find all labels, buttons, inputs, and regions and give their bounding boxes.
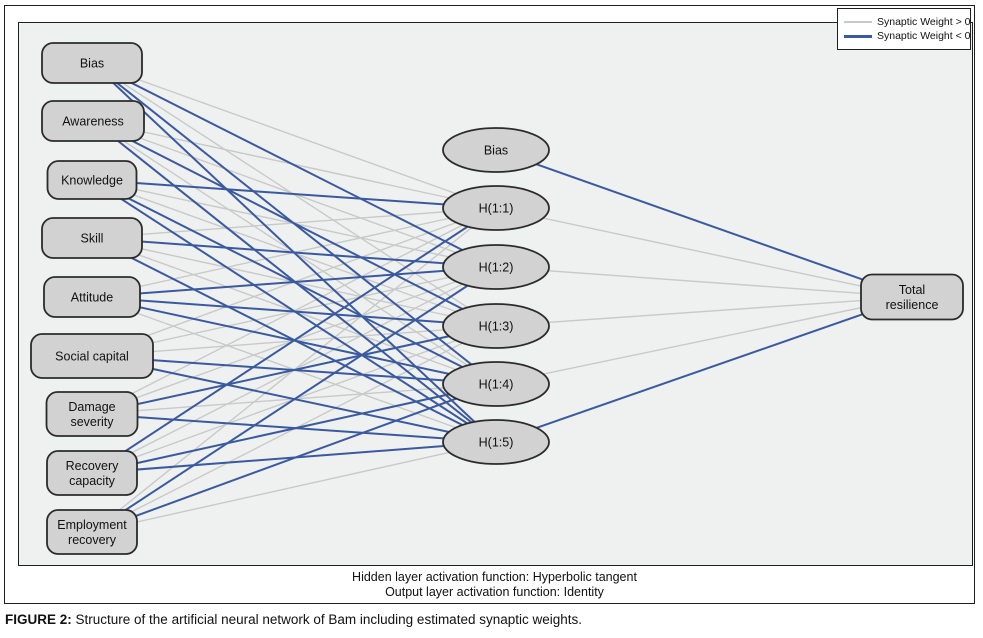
legend: Synaptic Weight > 0 Synaptic Weight < 0 <box>837 8 971 50</box>
in-damage-severity-label: severity <box>70 415 114 429</box>
node-h-bias: Bias <box>19 23 550 173</box>
node-in-knowledge: Knowledge <box>19 23 138 200</box>
legend-label-positive: Synaptic Weight > 0 <box>877 16 971 28</box>
edge-h2-out-total-resilience <box>495 266 913 298</box>
node-in-social-capital: Social capital <box>19 23 154 379</box>
edge-h-bias-out-total-resilience <box>495 149 913 298</box>
h-bias-label: Bias <box>484 143 508 157</box>
node-h4: H(1:4) <box>19 23 550 407</box>
in-knowledge-label: Knowledge <box>61 173 123 187</box>
out-total-resilience-label: resilience <box>886 298 939 312</box>
out-total-resilience-label: Total <box>899 283 925 297</box>
edge-in-employment-recovery-h5 <box>91 441 497 533</box>
activation-note: Hidden layer activation function: Hyperb… <box>9 570 980 600</box>
edge-in-employment-recovery-h2 <box>91 266 497 533</box>
node-h5: H(1:5) <box>19 23 550 465</box>
edge-h1-out-total-resilience <box>495 207 913 298</box>
edge-h5-out-total-resilience <box>495 296 913 443</box>
edge-in-bias-h2 <box>91 62 497 268</box>
diagram-canvas: Bias Awareness Knowledge Skill Attitude Socia… <box>18 22 973 566</box>
edge-in-bias-h1 <box>91 62 497 209</box>
edge-in-employment-recovery-h4 <box>91 383 497 533</box>
node-in-awareness: Awareness <box>19 23 145 142</box>
nodes: Bias Awareness Knowledge Skill Attitude Socia… <box>19 23 964 555</box>
figure-caption-text: Structure of the artificial neural netwo… <box>71 612 583 627</box>
in-recovery-capacity-label: capacity <box>69 474 116 488</box>
edge-in-attitude-h3 <box>91 296 497 327</box>
in-damage-severity-label: Damage <box>68 400 115 414</box>
in-employment-recovery-label: recovery <box>68 533 117 547</box>
edge-in-recovery-capacity-h4 <box>91 383 497 474</box>
in-social-capital-label: Social capital <box>55 349 129 363</box>
edge-h3-out-total-resilience <box>495 296 913 327</box>
h4-label: H(1:4) <box>479 377 514 391</box>
edge-in-awareness-h3 <box>92 120 497 327</box>
figure-caption: FIGURE 2: Structure of the artificial ne… <box>5 612 975 627</box>
node-h1: H(1:1) <box>19 23 550 231</box>
h3-label: H(1:3) <box>479 319 514 333</box>
node-in-attitude: Attitude <box>19 23 141 318</box>
in-awareness-label: Awareness <box>62 114 124 128</box>
h2-label: H(1:2) <box>479 260 514 274</box>
hidden-activation-line: Hidden layer activation function: Hyperb… <box>352 570 637 584</box>
negative-edges <box>91 62 913 533</box>
in-attitude-label: Attitude <box>71 290 113 304</box>
edge-h4-out-total-resilience <box>495 296 913 385</box>
figure-caption-label: FIGURE 2: <box>5 612 72 627</box>
in-skill-label: Skill <box>81 231 104 245</box>
legend-item-positive: Synaptic Weight > 0 <box>844 16 971 28</box>
edge-in-attitude-h2 <box>91 266 497 298</box>
edge-in-skill-h2 <box>91 237 497 268</box>
in-employment-recovery-label: Employment <box>57 518 127 532</box>
legend-item-negative: Synaptic Weight < 0 <box>844 30 971 42</box>
negative-weight-line-swatch <box>844 34 872 38</box>
edge-in-recovery-capacity-h1 <box>91 207 497 474</box>
figure-frame: Bias Awareness Knowledge Skill Attitude Socia… <box>4 5 975 604</box>
node-h2: H(1:2) <box>19 23 550 290</box>
in-recovery-capacity-label: Recovery <box>66 459 120 473</box>
h1-label: H(1:1) <box>479 201 514 215</box>
out-total-resilience-label-bg <box>19 23 22 24</box>
network-svg: Bias Awareness Knowledge Skill Attitude Socia… <box>19 23 964 555</box>
edge-in-damage-severity-h3 <box>91 325 497 415</box>
node-in-skill: Skill <box>19 23 143 259</box>
legend-label-negative: Synaptic Weight < 0 <box>877 30 971 42</box>
edge-in-knowledge-h1 <box>91 179 497 209</box>
node-h3: H(1:3) <box>19 23 550 349</box>
node-in-bias: Bias <box>19 23 143 84</box>
in-bias-label: Bias <box>80 56 104 70</box>
output-activation-line: Output layer activation function: Identi… <box>385 585 604 599</box>
positive-weight-line-swatch <box>844 21 872 23</box>
h5-label: H(1:5) <box>479 435 514 449</box>
